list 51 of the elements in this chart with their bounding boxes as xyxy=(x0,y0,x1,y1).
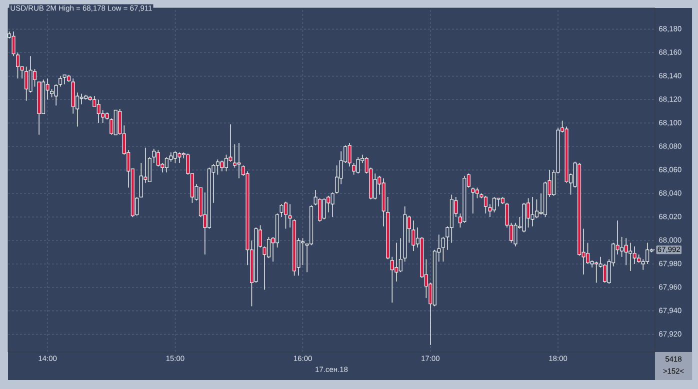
candlestick xyxy=(530,196,534,227)
candlestick xyxy=(237,142,241,179)
candlestick xyxy=(96,99,100,124)
candlestick xyxy=(441,236,445,262)
candlestick xyxy=(514,222,518,247)
candlestick xyxy=(178,152,182,164)
candlestick xyxy=(390,256,394,304)
candlestick xyxy=(356,156,360,174)
candlestick xyxy=(646,242,650,264)
candlestick xyxy=(24,66,28,102)
candlestick xyxy=(33,68,37,88)
candlestick xyxy=(398,238,402,273)
candlestick xyxy=(594,261,598,284)
candlestick xyxy=(12,31,16,56)
candlestick xyxy=(322,198,326,220)
candlestick xyxy=(152,148,156,164)
candlestick xyxy=(139,162,143,198)
candlestick xyxy=(16,52,20,79)
candlestick xyxy=(173,150,177,164)
candlestick xyxy=(628,242,632,272)
candlestick xyxy=(280,204,284,218)
candlestick xyxy=(632,246,636,264)
candlestick xyxy=(620,236,624,258)
candlestick xyxy=(224,154,228,172)
candlestick xyxy=(484,195,488,214)
candlestick xyxy=(624,238,628,266)
candlestick xyxy=(28,56,32,93)
candlestick xyxy=(475,187,479,199)
candlestick xyxy=(220,160,224,172)
candlestick xyxy=(58,76,62,88)
candlestick xyxy=(586,242,590,264)
candlestick xyxy=(284,201,288,230)
candlestick xyxy=(62,74,66,85)
candlestick xyxy=(148,156,152,182)
candlestick xyxy=(496,198,500,207)
candlestick xyxy=(412,220,416,252)
candlestick xyxy=(156,150,160,167)
candlestick xyxy=(216,159,220,176)
candlestick xyxy=(330,192,334,218)
candlestick xyxy=(318,198,322,222)
candlestick xyxy=(335,164,339,194)
candlestick xyxy=(301,238,305,266)
candlestick xyxy=(348,142,352,167)
candlestick xyxy=(492,196,496,213)
candlestick xyxy=(471,187,475,214)
candlestick xyxy=(352,162,356,176)
candlestick xyxy=(288,204,292,228)
candlestick xyxy=(394,242,398,282)
candlestick xyxy=(54,84,58,106)
candlestick xyxy=(164,156,168,173)
candlestick xyxy=(603,264,607,284)
